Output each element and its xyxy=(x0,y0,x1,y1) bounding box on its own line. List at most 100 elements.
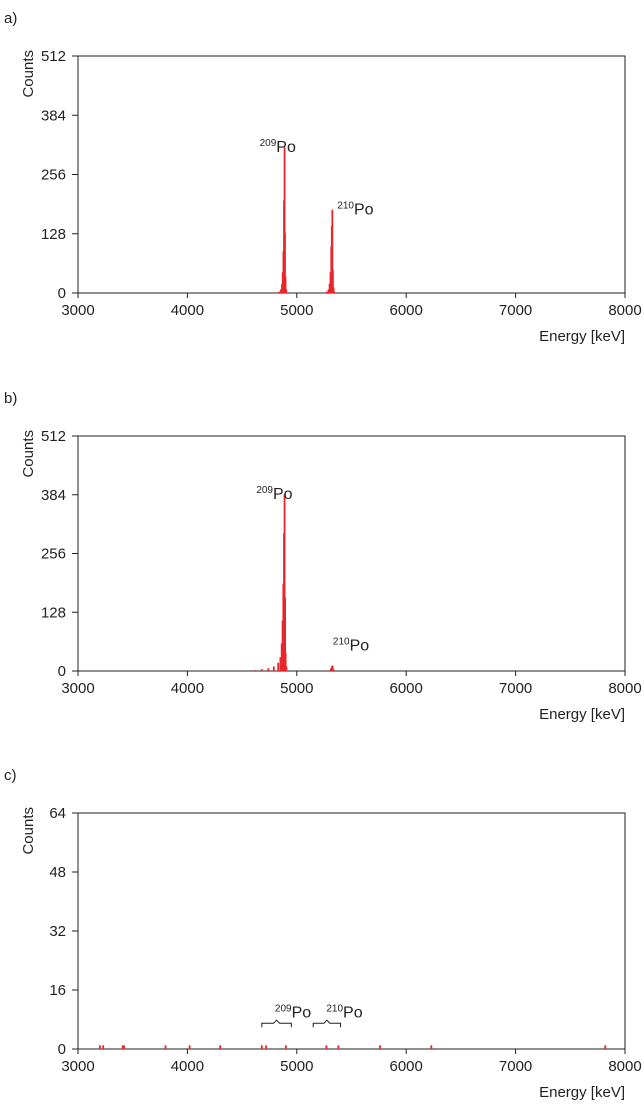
data-bar xyxy=(277,662,280,671)
y-axis-label: Counts xyxy=(20,430,37,478)
x-tick-label: 8000 xyxy=(608,1058,641,1075)
y-tick-label: 512 xyxy=(41,428,66,445)
x-tick-label: 5000 xyxy=(280,302,313,319)
isotope-mass-number: 210 xyxy=(333,636,350,647)
chart-panel-1: a) Counts Energy [keV] 0 128 256 384 512 3000 400… xyxy=(4,10,642,345)
y-tick-label: 256 xyxy=(41,546,66,563)
x-tick-label: 4000 xyxy=(171,1058,204,1075)
data-bar xyxy=(331,209,334,293)
data-bar xyxy=(188,1045,191,1049)
x-tick-label: 8000 xyxy=(608,680,641,697)
data-bar xyxy=(327,289,330,293)
y-tick-label: 64 xyxy=(49,805,66,822)
y-tick-label: 384 xyxy=(41,487,66,504)
data-bar xyxy=(332,669,335,671)
data-bar xyxy=(325,1045,328,1049)
data-bar xyxy=(430,1045,433,1049)
isotope-mass-number: 209 xyxy=(260,138,277,149)
data-bar xyxy=(332,269,334,293)
x-tick-label: 4000 xyxy=(171,680,204,697)
y-tick-label: 128 xyxy=(41,226,66,243)
y-tick-label: 0 xyxy=(58,663,66,680)
y-tick-label: 256 xyxy=(41,167,66,184)
isotope-mass-number: 209 xyxy=(275,1004,292,1015)
y-tick-label: 32 xyxy=(49,923,66,940)
x-axis-label: Energy [keV] xyxy=(539,706,625,723)
data-bar xyxy=(332,287,335,293)
isotope-symbol: Po xyxy=(273,486,293,503)
data-bar xyxy=(219,1045,222,1049)
data-bar xyxy=(284,1045,287,1049)
data-bar xyxy=(123,1045,125,1049)
y-tick-label: 0 xyxy=(58,285,66,302)
x-tick-label: 5000 xyxy=(280,680,313,697)
data-bar xyxy=(333,291,336,293)
plot-frame xyxy=(77,435,626,672)
x-tick-label: 4000 xyxy=(171,302,204,319)
x-axis-label: Energy [keV] xyxy=(539,328,625,345)
data-bar xyxy=(285,289,288,293)
isotope-mass-number: 210 xyxy=(326,1004,343,1015)
x-axis-label: Energy [keV] xyxy=(539,1084,625,1101)
data-bar xyxy=(283,494,286,671)
data-bar xyxy=(102,1045,105,1049)
data-bar xyxy=(283,147,286,293)
panel-label: c) xyxy=(4,767,17,784)
data-bar xyxy=(98,1045,101,1049)
chart-panel-2: b) Counts Energy [keV] 0 128 256 384 512 3000 400… xyxy=(4,390,642,723)
data-bar xyxy=(331,665,334,671)
data-bar xyxy=(329,668,332,671)
isotope-symbol: Po xyxy=(292,1005,312,1022)
plot-frame xyxy=(77,55,626,294)
x-tick-label: 3000 xyxy=(61,1058,94,1075)
y-tick-label: 48 xyxy=(49,864,66,881)
y-axis-label: Counts xyxy=(20,807,37,855)
x-tick-label: 3000 xyxy=(61,680,94,697)
isotope-label: 210Po xyxy=(326,1004,362,1022)
data-bar xyxy=(260,1045,263,1049)
peak-region-bracket xyxy=(261,1019,292,1028)
chart-panel-3: c) Counts Energy [keV] 0 16 32 48 64 3000 4000 500… xyxy=(4,767,642,1101)
peak-region-bracket xyxy=(312,1019,342,1028)
data-bar xyxy=(285,666,288,671)
x-tick-label: 7000 xyxy=(499,302,532,319)
data-bar xyxy=(337,1045,340,1049)
data-bar xyxy=(284,597,286,671)
data-bar xyxy=(280,289,282,293)
x-tick-label: 3000 xyxy=(61,302,94,319)
isotope-symbol: Po xyxy=(350,637,370,654)
data-bar xyxy=(284,232,286,293)
isotope-label: 209Po xyxy=(275,1004,311,1022)
x-tick-label: 6000 xyxy=(390,680,423,697)
x-tick-label: 7000 xyxy=(499,1058,532,1075)
x-tick-label: 7000 xyxy=(499,680,532,697)
data-bar xyxy=(260,669,263,671)
y-tick-label: 384 xyxy=(41,107,66,124)
y-tick-label: 0 xyxy=(58,1041,66,1058)
data-bar xyxy=(265,1045,268,1049)
isotope-label: 210Po xyxy=(337,200,373,218)
data-bar xyxy=(278,291,281,293)
data-bar xyxy=(284,276,287,293)
panel-label: b) xyxy=(4,390,17,407)
data-bar xyxy=(325,291,328,293)
x-tick-label: 6000 xyxy=(390,1058,423,1075)
y-tick-label: 16 xyxy=(49,982,66,999)
data-bar xyxy=(272,666,275,671)
data-bar xyxy=(164,1045,167,1049)
isotope-label: 209Po xyxy=(260,138,296,156)
data-bar xyxy=(254,670,257,671)
isotope-symbol: Po xyxy=(354,201,374,218)
data-bar xyxy=(284,652,287,671)
x-tick-label: 6000 xyxy=(390,302,423,319)
isotope-mass-number: 209 xyxy=(256,485,273,496)
isotope-label: 209Po xyxy=(256,485,292,503)
x-tick-label: 8000 xyxy=(608,302,641,319)
data-bar xyxy=(267,668,270,671)
isotope-symbol: Po xyxy=(343,1005,363,1022)
y-axis-label: Counts xyxy=(20,50,37,98)
data-bar xyxy=(279,657,282,671)
isotope-label: 210Po xyxy=(333,636,369,654)
x-tick-label: 5000 xyxy=(280,1058,313,1075)
